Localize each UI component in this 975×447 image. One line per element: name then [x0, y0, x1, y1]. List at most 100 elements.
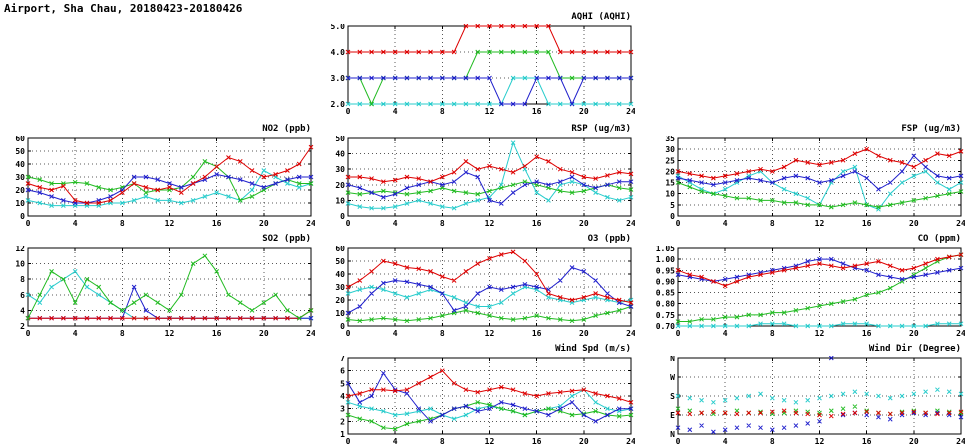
fsp-series-blue-markers	[675, 153, 964, 192]
svg-text:20: 20	[259, 219, 269, 228]
chart-aqhi-plot: 2.0 3.0 4.0 5.0 0 4 8 12 16 20 24	[320, 24, 635, 117]
chart-wind-speed-plot: 1 2 3 4 5 6 7 0 4 8 12 16 20 24	[320, 356, 635, 447]
svg-text:50: 50	[335, 257, 345, 266]
svg-text:N: N	[670, 430, 675, 439]
so2-series-green-markers	[25, 253, 314, 321]
svg-text:8: 8	[20, 275, 25, 284]
svg-text:12: 12	[815, 437, 825, 446]
svg-text:50: 50	[335, 136, 345, 143]
svg-text:30: 30	[15, 173, 25, 182]
no2-series-green-markers	[25, 159, 314, 203]
svg-text:50: 50	[15, 147, 25, 156]
svg-text:20: 20	[909, 437, 919, 446]
svg-text:4: 4	[393, 437, 398, 446]
chart-co-plot: 0.70 0.75 0.80 0.85 0.90 0.95 1.00 1.05 0 4 8 12 16 2…	[650, 246, 965, 339]
chart-fsp-plot: 0 5 10 15 20 25 30 35 0 4 8 12 16 20 24	[650, 136, 965, 229]
svg-text:0: 0	[26, 219, 31, 228]
chart-wind-speed: Wind Spd (m/s) 1 2 3 4 5 6 7 0 4 8 12 16 20 24	[320, 344, 635, 447]
chart-co: CO (ppm) 0.70 0.75 0.80 0.85 0.90 0.95 1.00 1.0…	[650, 234, 965, 339]
svg-text:16: 16	[532, 437, 542, 446]
svg-text:30: 30	[335, 165, 345, 174]
svg-text:16: 16	[862, 329, 872, 338]
svg-text:12: 12	[815, 219, 825, 228]
o3-series-blue-markers	[345, 265, 634, 316]
svg-text:16: 16	[532, 107, 542, 116]
svg-text:16: 16	[212, 219, 222, 228]
svg-text:4: 4	[723, 219, 728, 228]
svg-text:8: 8	[770, 219, 775, 228]
svg-text:24: 24	[306, 329, 315, 338]
svg-text:4: 4	[393, 329, 398, 338]
chart-co-title: CO (ppm)	[917, 234, 961, 244]
svg-text:4: 4	[393, 107, 398, 116]
chart-o3: O3 (ppb) 0 10 20 30 40 50 60 0 4 8 12 16 20 24	[320, 234, 635, 339]
svg-text:12: 12	[165, 219, 175, 228]
svg-text:24: 24	[956, 437, 965, 446]
chart-rsp-title: RSP (ug/m3)	[571, 124, 631, 134]
page-title: Airport, Sha Chau, 20180423-20180426	[4, 2, 243, 15]
svg-text:0: 0	[346, 437, 351, 446]
chart-wind-dir-plot: N E S W N 0 4 8 12 16 20 24	[650, 356, 965, 447]
chart-no2-plot: 0 10 20 30 40 50 60 0 4 8 12 16 20 24	[0, 136, 315, 229]
svg-text:8: 8	[440, 329, 445, 338]
svg-text:40: 40	[335, 150, 345, 159]
svg-text:20: 20	[335, 181, 345, 190]
svg-text:24: 24	[956, 219, 965, 228]
svg-text:24: 24	[626, 437, 635, 446]
chart-so2-title: SO2 (ppb)	[262, 234, 311, 244]
svg-text:12: 12	[485, 107, 495, 116]
svg-text:4: 4	[393, 219, 398, 228]
svg-text:0: 0	[676, 437, 681, 446]
svg-text:4: 4	[73, 219, 78, 228]
svg-text:20: 20	[579, 107, 589, 116]
svg-text:5.0: 5.0	[331, 24, 346, 31]
svg-text:40: 40	[15, 160, 25, 169]
svg-text:20: 20	[909, 329, 919, 338]
chart-rsp-plot: 0 10 20 30 40 50 0 4 8 12 16 20 24	[320, 136, 635, 229]
svg-text:2: 2	[340, 417, 345, 426]
svg-text:5: 5	[340, 379, 345, 388]
svg-text:1: 1	[340, 430, 345, 439]
svg-text:30: 30	[665, 145, 675, 154]
svg-text:0: 0	[346, 219, 351, 228]
chart-wind-speed-title: Wind Spd (m/s)	[555, 344, 631, 354]
svg-text:6: 6	[20, 291, 25, 300]
svg-text:7: 7	[340, 356, 345, 363]
svg-text:20: 20	[579, 219, 589, 228]
svg-text:60: 60	[15, 136, 25, 143]
svg-text:0: 0	[346, 107, 351, 116]
svg-text:3.0: 3.0	[331, 74, 346, 83]
svg-text:4.0: 4.0	[331, 48, 346, 57]
rsp-canvas: 0 10 20 30 40 50 0 4 8 12 16 20 24	[335, 136, 635, 228]
svg-text:12: 12	[815, 329, 825, 338]
svg-text:8: 8	[770, 437, 775, 446]
svg-text:20: 20	[335, 296, 345, 305]
chart-aqhi: AQHI (AQHI) 2.0 3.0 4.0 5.0 0 4 8 12 16 20 24	[320, 12, 635, 117]
windspd-series-red-markers	[345, 368, 634, 405]
chart-o3-plot: 0 10 20 30 40 50 60 0 4 8 12 16 20 24	[320, 246, 635, 339]
svg-text:2: 2	[20, 322, 25, 331]
svg-text:1.05: 1.05	[656, 246, 675, 253]
svg-text:0: 0	[340, 212, 345, 221]
svg-text:20: 20	[579, 437, 589, 446]
aqhi-series-red-markers	[345, 24, 634, 55]
svg-text:60: 60	[335, 246, 345, 253]
svg-text:N: N	[670, 356, 675, 363]
o3-series-red-markers	[345, 249, 634, 305]
svg-text:20: 20	[259, 329, 269, 338]
svg-text:10: 10	[665, 190, 675, 199]
rsp-series-blue-markers	[345, 169, 634, 206]
svg-text:0.90: 0.90	[656, 277, 675, 286]
svg-text:8: 8	[770, 329, 775, 338]
chart-no2: NO2 (ppb) 0 10 20 30 40 50 60 0 4 8 12 16 20 24	[0, 124, 315, 229]
svg-text:6: 6	[340, 367, 345, 376]
svg-text:10: 10	[15, 199, 25, 208]
svg-text:20: 20	[15, 186, 25, 195]
svg-text:0.85: 0.85	[656, 289, 675, 298]
svg-text:16: 16	[862, 219, 872, 228]
no2-series-cyan-markers	[25, 168, 314, 208]
